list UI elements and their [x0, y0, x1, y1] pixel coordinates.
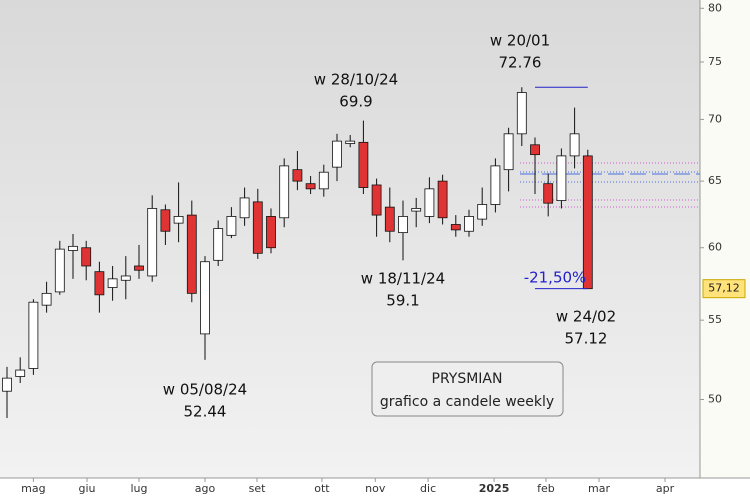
annotation-date: w 05/08/24: [163, 381, 247, 399]
candle-body: [305, 183, 316, 190]
annotation-date: w 28/10/24: [314, 71, 398, 89]
candle-body: [569, 133, 580, 157]
candle-body: [134, 265, 144, 271]
y-tick-label: 60: [708, 241, 722, 254]
x-tick-label: mag: [21, 482, 45, 495]
x-tick-label: 2025: [479, 482, 510, 495]
candle-body: [411, 208, 422, 212]
candle-body: [318, 171, 329, 190]
annotation-value: 57.12: [565, 330, 608, 348]
candle-body: [200, 261, 210, 335]
candle-body: [437, 180, 448, 219]
candle-body: [424, 188, 435, 217]
x-tick-label: ago: [195, 482, 216, 495]
candle-body: [107, 278, 118, 288]
candle-body: [332, 140, 342, 168]
candle-body: [213, 228, 224, 261]
annotation-value: 69.9: [339, 93, 372, 111]
candle-body: [2, 377, 12, 392]
candle-body: [68, 245, 78, 251]
change-label: -21,50%: [524, 269, 587, 287]
annotation-date: w 18/11/24: [361, 270, 445, 288]
candle-body: [15, 369, 26, 377]
x-tick-label: feb: [537, 482, 555, 495]
candle-body: [147, 208, 158, 277]
price-marker-label: 57,12: [708, 282, 740, 295]
candle-body: [398, 216, 408, 234]
x-tick-label: apr: [656, 482, 675, 495]
candle-body: [81, 247, 92, 267]
candle-body: [252, 201, 263, 254]
x-tick-label: ott: [314, 482, 330, 495]
candle-body: [41, 292, 52, 306]
candle-body: [266, 216, 276, 249]
candle-body: [28, 301, 39, 369]
annotation-date: w 24/02: [556, 308, 616, 326]
candle-body: [371, 184, 382, 216]
candle-body: [279, 165, 290, 219]
x-tick-label: set: [249, 482, 266, 495]
candle-body: [503, 133, 514, 171]
candle-body: [160, 209, 171, 232]
y-tick-label: 55: [708, 313, 722, 326]
candle-body: [556, 155, 567, 201]
annotation-value: 52.44: [184, 403, 227, 421]
annotation-date: w 20/01: [490, 32, 550, 50]
candle-body: [384, 206, 395, 232]
chart-title: PRYSMIAN: [432, 371, 503, 387]
x-tick-label: giu: [78, 482, 95, 495]
chart-subtitle: grafico a candele weekly: [380, 394, 554, 410]
candle-body: [186, 214, 197, 294]
price-marker: [702, 279, 746, 299]
y-tick-label: 50: [708, 392, 722, 405]
annotation-value: 59.1: [386, 292, 419, 310]
candle-body: [477, 204, 488, 220]
candle-body: [464, 216, 474, 232]
candle-body: [226, 216, 237, 236]
candle-body: [292, 169, 303, 182]
y-axis-area: [700, 0, 750, 478]
candle-body: [358, 141, 369, 188]
candle-body: [54, 248, 65, 293]
y-tick-label: 75: [708, 55, 722, 68]
candle-body: [490, 165, 501, 205]
x-tick-label: lug: [130, 482, 147, 495]
y-tick-label: 65: [708, 174, 722, 187]
y-tick-label: 70: [708, 112, 722, 125]
candle-body: [173, 216, 184, 224]
annotation-value: 72.76: [499, 54, 542, 72]
candle-body: [345, 140, 356, 144]
candle-body: [239, 197, 250, 219]
candle-body: [450, 224, 461, 231]
candle-body: [543, 183, 554, 204]
title-box: [371, 361, 564, 417]
level-lines: [520, 162, 700, 208]
x-tick-label: dic: [420, 482, 436, 495]
candle-body: [120, 275, 131, 281]
candle-body: [516, 92, 527, 135]
x-tick-label: mar: [588, 482, 610, 495]
candle-body: [530, 144, 540, 156]
candle-body: [94, 271, 105, 296]
x-tick-label: nov: [365, 482, 386, 495]
y-tick-label: 80: [708, 1, 722, 14]
